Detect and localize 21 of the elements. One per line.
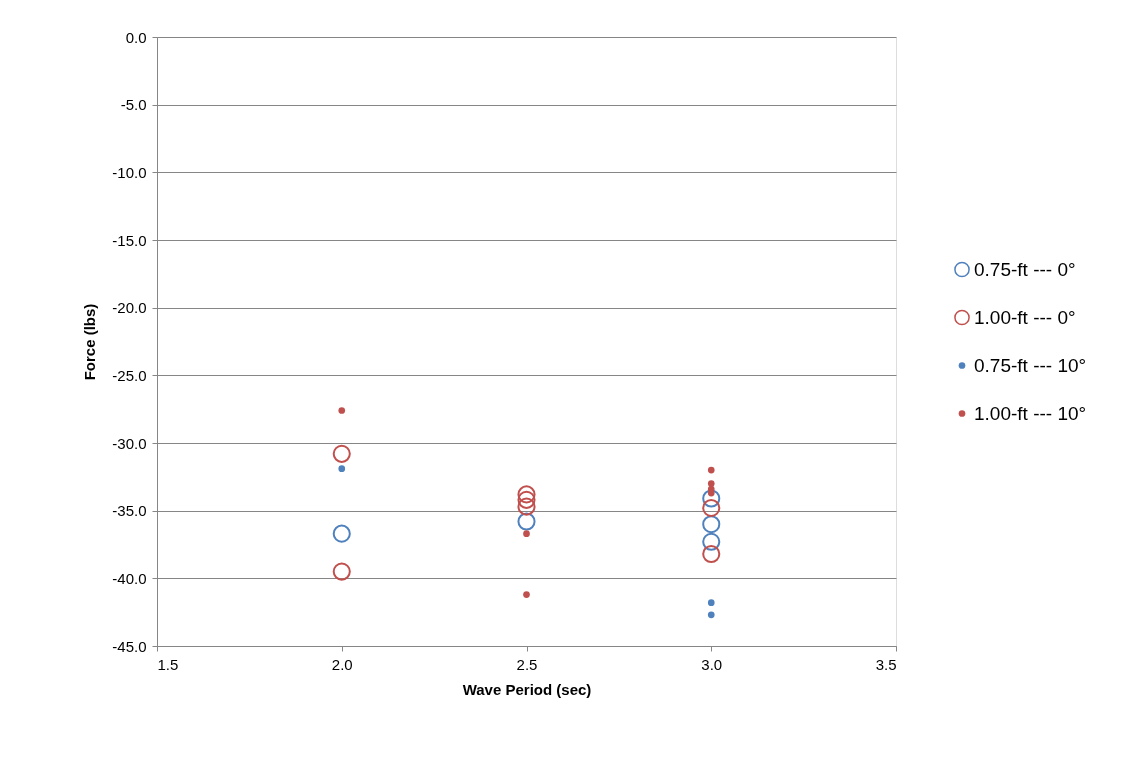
y-axis-title: Force (lbs) <box>81 303 99 381</box>
legend-label: 0.75-ft --- 0° <box>974 258 1076 280</box>
y-tick-label: -45.0 <box>112 637 147 655</box>
y-tick-label: -25.0 <box>112 366 147 384</box>
x-tick-label: 2.5 <box>516 655 538 673</box>
y-tick-label: -35.0 <box>112 502 147 520</box>
y-tick-label: -15.0 <box>112 231 147 249</box>
y-tick-label: -5.0 <box>120 96 147 114</box>
legend-label: 1.00-ft --- 0° <box>974 306 1076 328</box>
legend-label: 1.00-ft --- 10° <box>974 402 1087 424</box>
y-tick-label: -30.0 <box>112 434 147 452</box>
x-tick-label: 3.5 <box>875 655 897 673</box>
x-axis-title: Wave Period (sec) <box>462 680 592 698</box>
y-tick-label: -20.0 <box>112 299 147 317</box>
x-tick-label: 3.0 <box>701 655 723 673</box>
y-tick-label: -40.0 <box>112 569 147 587</box>
x-tick-label: 1.5 <box>157 655 179 673</box>
y-tick-label: 0.0 <box>125 28 147 46</box>
x-tick-label: 2.0 <box>331 655 353 673</box>
legend-label: 0.75-ft --- 10° <box>974 354 1087 376</box>
y-tick-label: -10.0 <box>112 163 147 181</box>
